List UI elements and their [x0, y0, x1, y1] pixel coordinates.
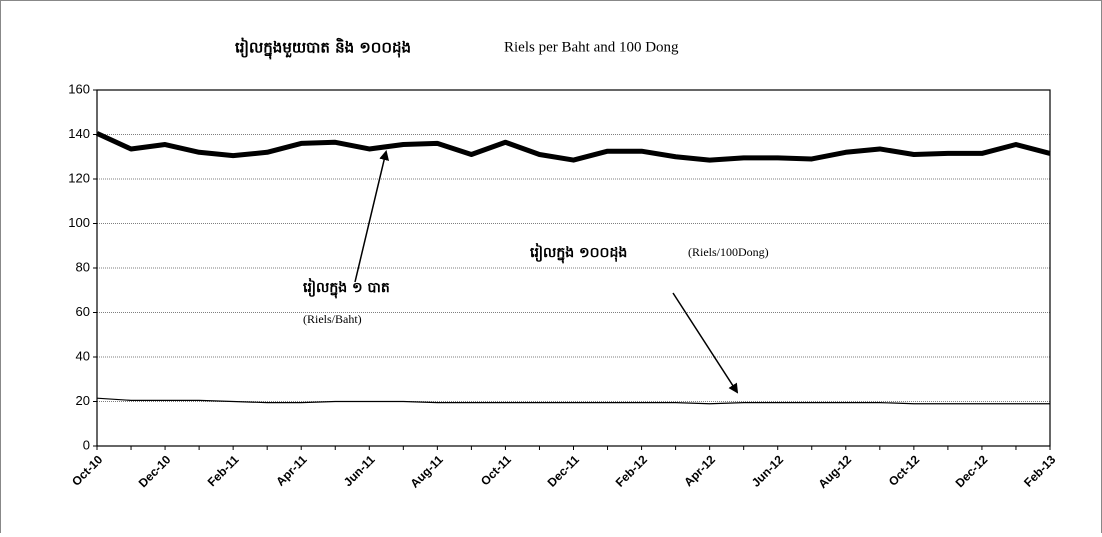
x-tick-label: Oct-10 — [69, 452, 106, 489]
x-tick-label: Aug-12 — [815, 452, 854, 491]
annotation: រៀលក្នុង ១០០ដុង — [530, 243, 627, 264]
arrow — [354, 150, 390, 283]
x-tick-label: Feb-11 — [205, 452, 242, 489]
y-tick-label: 100 — [68, 215, 90, 230]
y-tick-label: 60 — [76, 304, 90, 319]
annotation: (Riels/Baht) — [303, 312, 362, 326]
x-tick-label: Dec-10 — [136, 452, 174, 490]
x-tick-label: Oct-12 — [886, 452, 923, 489]
x-tick-label: Apr-12 — [681, 452, 718, 489]
y-tick-label: 20 — [76, 393, 90, 408]
y-tick-label: 0 — [83, 437, 90, 452]
annotation: រៀលក្នុង ១ បាត — [303, 278, 390, 299]
x-tick-label: Oct-11 — [478, 452, 514, 488]
x-tick-label: Aug-11 — [408, 452, 446, 490]
chart-title: រៀលក្នុងមួយបាត និង ១០០ដុង — [235, 38, 411, 60]
y-tick-label: 80 — [76, 259, 90, 274]
y-tick-label: 40 — [76, 348, 90, 363]
series-line — [96, 397, 1050, 405]
arrow — [672, 292, 739, 394]
x-tick-label: Apr-11 — [273, 452, 310, 489]
series-line — [95, 131, 1051, 163]
y-tick-label: 160 — [68, 81, 90, 96]
x-tick-label: Dec-12 — [953, 452, 991, 490]
x-tick-label: Jun-12 — [749, 452, 786, 489]
x-tick-label: Feb-13 — [1021, 452, 1058, 489]
annotation: (Riels/100Dong) — [688, 245, 769, 259]
x-tick-label: Feb-12 — [613, 452, 650, 489]
y-tick-label: 120 — [68, 170, 90, 185]
chart-subtitle: Riels per Baht and 100 Dong — [504, 39, 679, 55]
x-tick-label: Jun-11 — [341, 452, 378, 489]
x-tick-label: Dec-11 — [545, 452, 582, 489]
y-tick-label: 140 — [68, 126, 90, 141]
